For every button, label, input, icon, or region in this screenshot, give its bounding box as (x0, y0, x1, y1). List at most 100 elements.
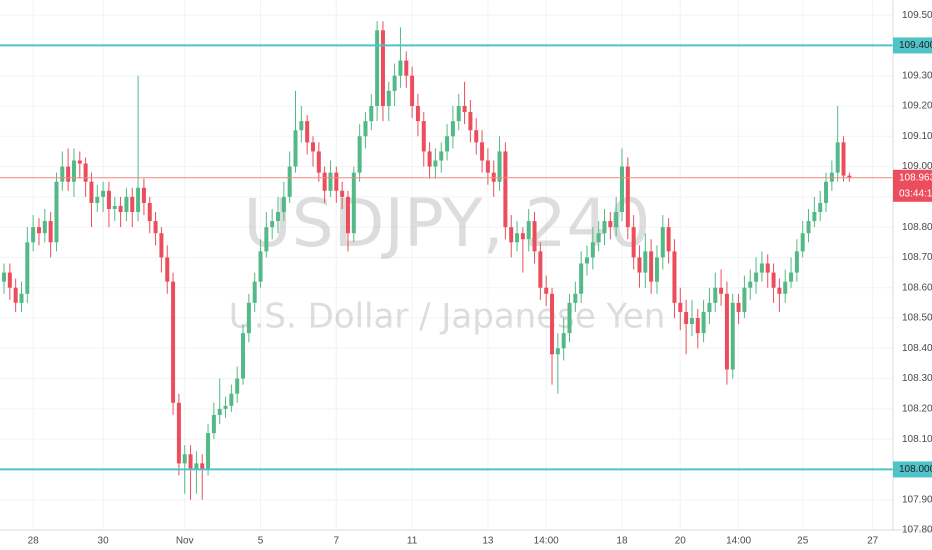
candle-body (241, 333, 246, 379)
candle-body (415, 106, 420, 122)
hline-label: 108.000 (899, 464, 932, 475)
y-tick-label: 109.100 (902, 131, 932, 142)
x-tick-label: 14:00 (534, 536, 559, 547)
candle-body (567, 302, 572, 334)
candle-body (334, 172, 339, 191)
candle-body (538, 251, 543, 288)
candle-body (689, 318, 694, 325)
candle-body (526, 221, 531, 240)
candle-body (614, 212, 619, 228)
candle-body (7, 272, 12, 288)
candle-body (724, 293, 729, 370)
candle-body (386, 90, 391, 106)
candles (0, 21, 893, 500)
candle-body (789, 272, 794, 282)
candle-body (701, 311, 706, 334)
candle-body (590, 242, 595, 258)
watermark-name: U.S. Dollar / Japanese Yen (229, 297, 666, 337)
candle-body (730, 302, 735, 370)
last-price-label: 108.963 (899, 172, 932, 183)
candle-body (707, 302, 712, 312)
candle-body (812, 212, 817, 222)
candle-body (345, 196, 350, 234)
x-tick-label: 18 (616, 536, 628, 547)
grid (0, 0, 893, 531)
watermark-symbol: USDJPY, 240 (243, 185, 650, 262)
candle-body (112, 205, 117, 209)
candle-body (759, 263, 764, 273)
candle-body (258, 251, 263, 282)
candle-body (829, 172, 834, 182)
candle-body (462, 106, 467, 113)
candle-body (223, 405, 228, 409)
candle-body (31, 227, 36, 243)
candle-body (54, 181, 59, 243)
candle-body (270, 221, 275, 228)
x-tick-label: 5 (258, 536, 264, 547)
countdown: 03:44:15 (899, 188, 932, 199)
candle-body (736, 302, 741, 312)
candle-body (322, 172, 327, 191)
candle-body (439, 151, 444, 161)
candle-body (13, 287, 18, 303)
y-tick-label: 107.800 (902, 525, 932, 536)
y-tick-label: 108.800 (902, 222, 932, 233)
candle-body (66, 166, 71, 182)
candle-body (608, 221, 613, 228)
candle-body (188, 454, 193, 470)
candle-body (71, 160, 76, 182)
candle-body (276, 212, 281, 222)
candle-body (316, 151, 321, 173)
candle-body (369, 106, 374, 122)
x-tick-label: 27 (867, 536, 879, 547)
axes: 107.800 107.900 108.100 108.200 108.300 108.4… (28, 10, 932, 547)
candle-body (229, 393, 234, 406)
candle-body (491, 172, 496, 182)
candle-body (474, 130, 479, 143)
y-tick-label: 108.700 (902, 252, 932, 263)
candle-body (130, 196, 135, 212)
candle-body (555, 348, 560, 355)
candle-body (153, 221, 158, 234)
candle-body (293, 130, 298, 167)
y-tick-label: 108.200 (902, 403, 932, 414)
candle-body (287, 166, 292, 197)
candle-body (678, 302, 683, 312)
y-tick-label: 109.200 (902, 101, 932, 112)
candle-body (206, 433, 211, 470)
candle-body (637, 257, 642, 273)
candle-body (754, 272, 759, 282)
candle-body (194, 463, 199, 470)
candle-body (118, 205, 123, 212)
candle-body (520, 233, 525, 240)
candle-body (106, 190, 111, 209)
candle-body (264, 227, 269, 252)
candle-body (550, 293, 555, 355)
candle-body (2, 272, 6, 282)
candle-body (165, 257, 170, 282)
candle-body (631, 227, 636, 258)
x-tick-label: Nov (176, 536, 194, 547)
candle-body (77, 160, 82, 164)
candle-body (351, 172, 356, 234)
candle-body (60, 166, 65, 182)
y-tick-label: 107.900 (902, 494, 932, 505)
candle-body (660, 227, 665, 258)
candle-body (835, 142, 840, 173)
candle-body (182, 454, 187, 464)
candle-body (456, 106, 461, 122)
candle-body (485, 160, 490, 173)
candle-body (392, 75, 397, 91)
candle-body (380, 30, 385, 107)
candle-body (649, 251, 654, 282)
candle-body (579, 263, 584, 294)
y-tick-label: 109.300 (902, 70, 932, 81)
candle-body (299, 121, 304, 131)
candle-body (742, 287, 747, 312)
candle-body (585, 257, 589, 264)
candle-body (765, 263, 770, 273)
candle-body (159, 233, 164, 258)
candle-body (101, 190, 106, 197)
candle-body (252, 281, 257, 303)
candle-body (450, 121, 455, 137)
